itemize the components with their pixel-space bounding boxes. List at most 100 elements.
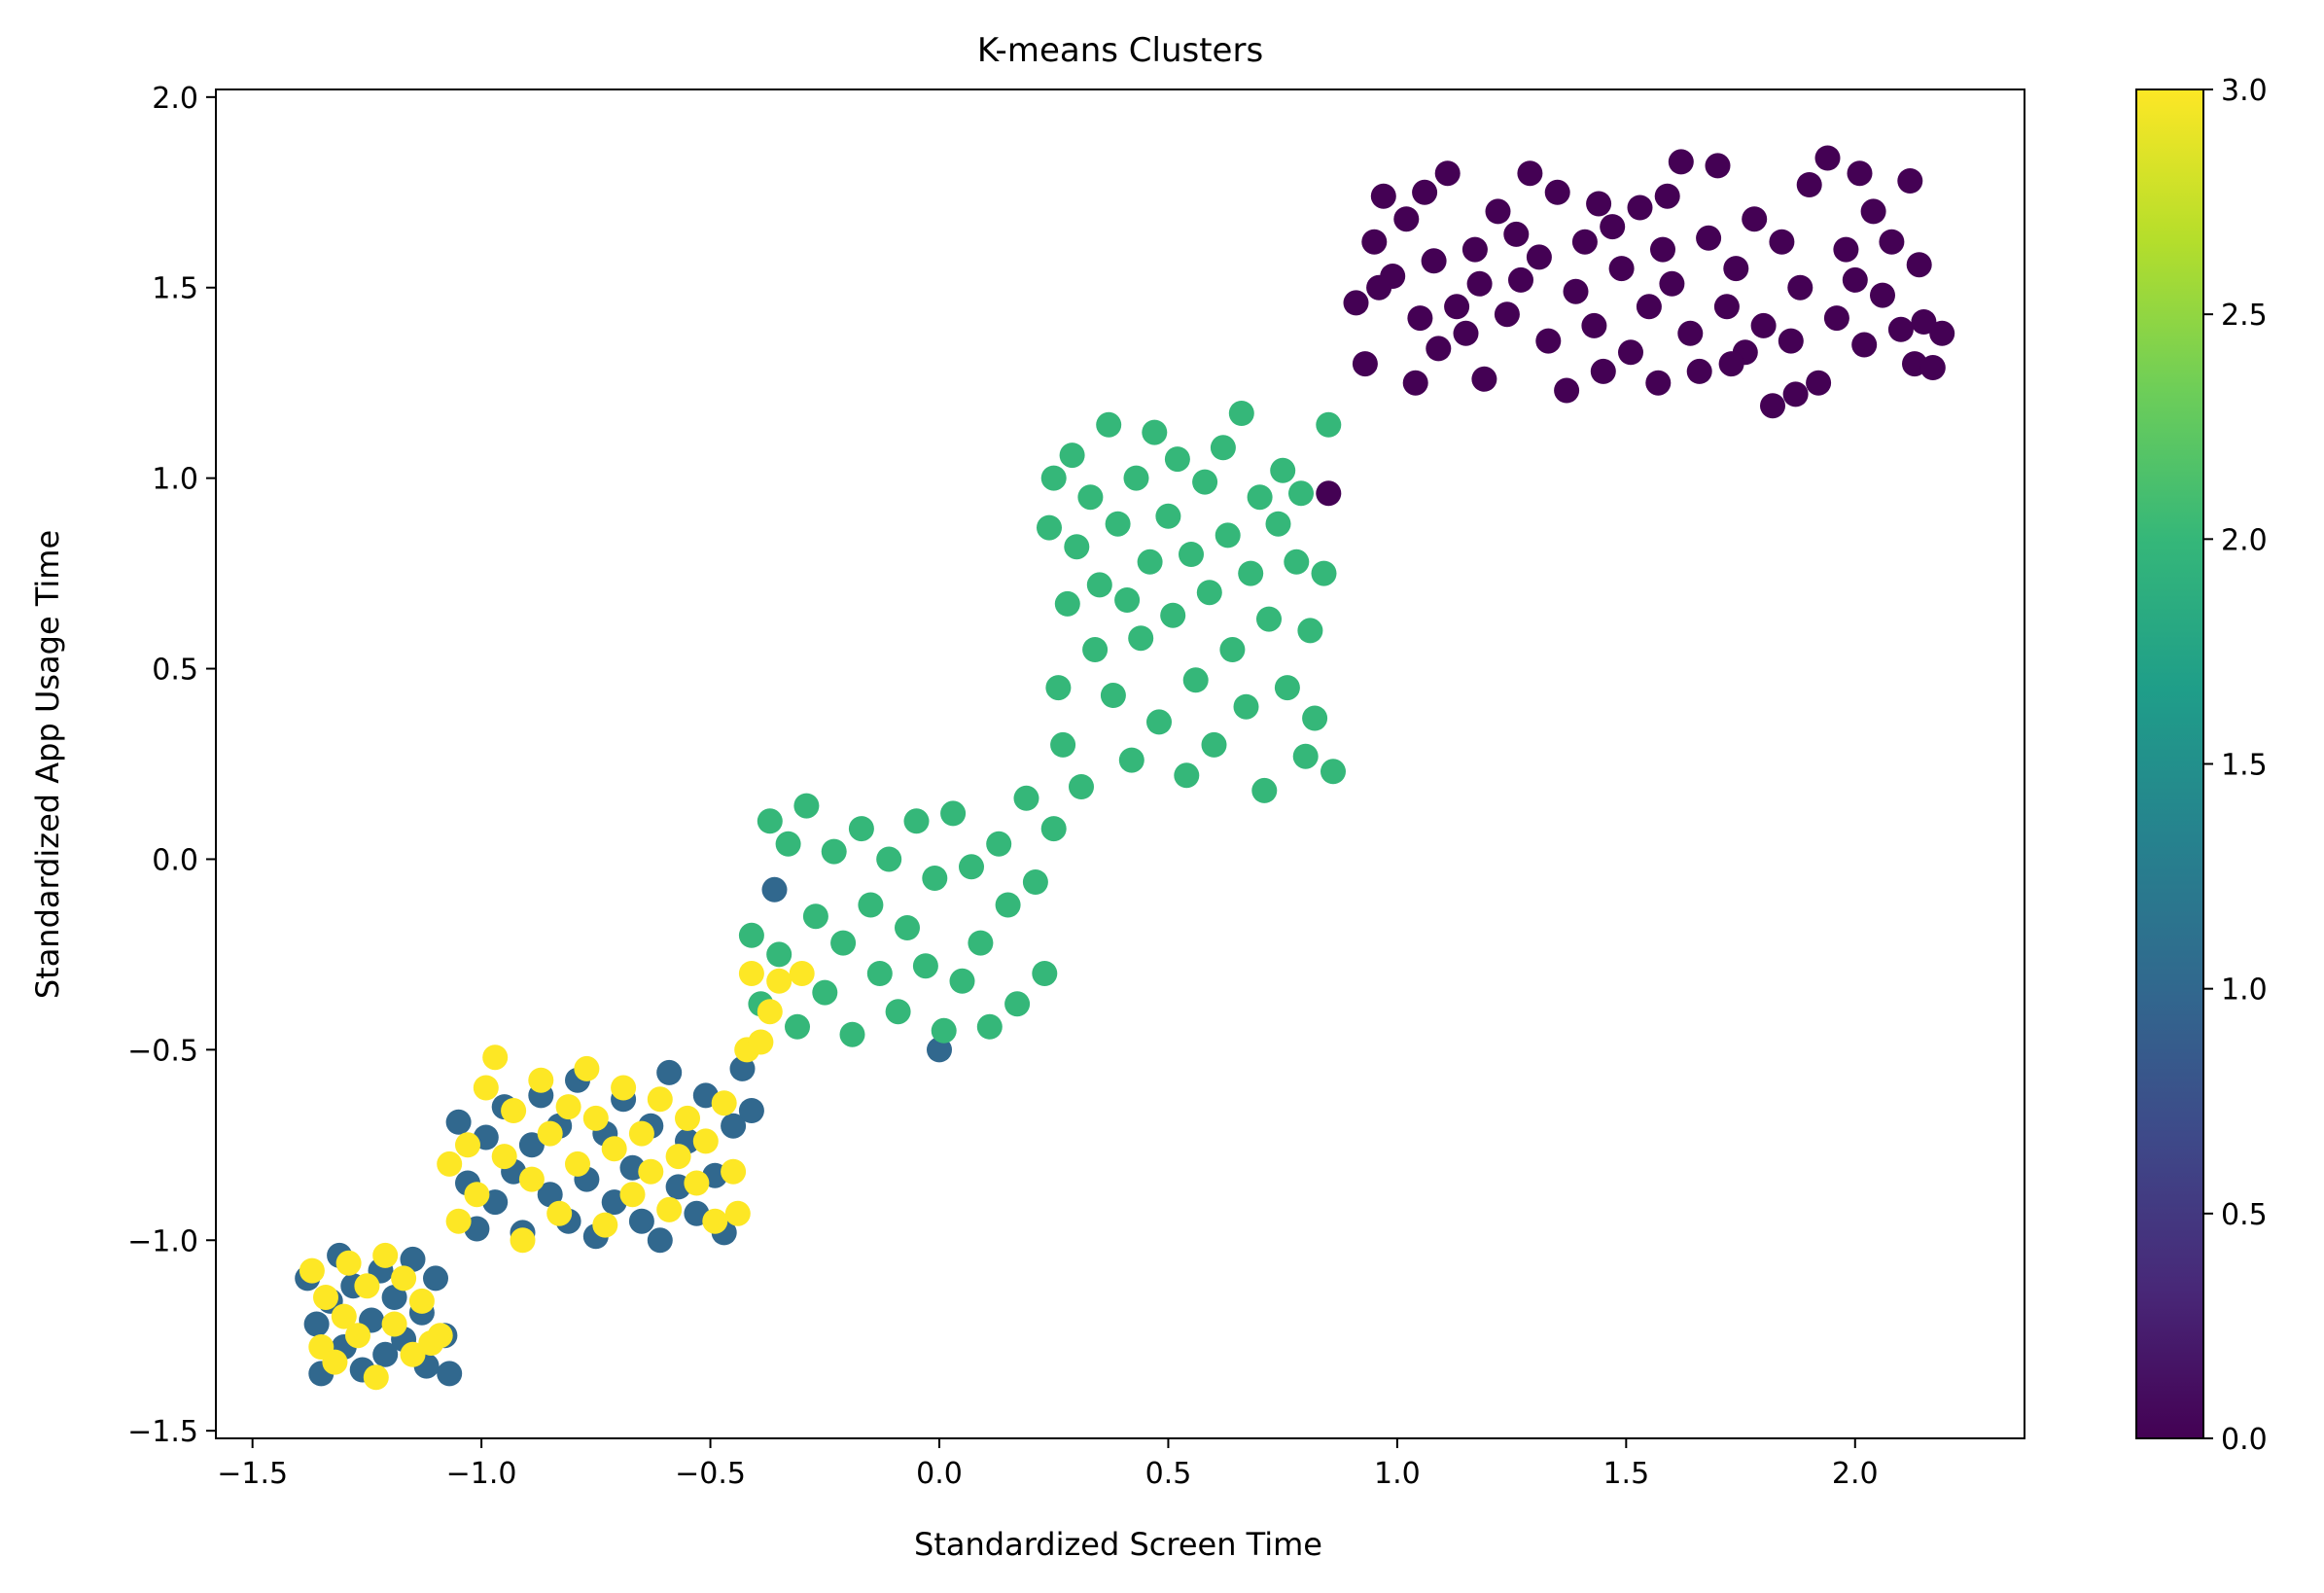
data-point-cluster-2	[766, 941, 792, 968]
data-point-cluster-3	[408, 1288, 435, 1314]
y-axis: −1.5 −1.0 −0.5 0.0 0.5 1.0 1.5 2.0	[127, 82, 216, 1449]
data-point-cluster-1	[656, 1059, 683, 1085]
data-point-cluster-2	[1302, 705, 1328, 731]
data-point-cluster-0	[1769, 229, 1795, 255]
data-point-cluster-0	[1668, 149, 1694, 175]
data-point-cluster-0	[1412, 179, 1438, 205]
data-point-cluster-0	[1911, 309, 1937, 335]
data-point-cluster-3	[647, 1086, 673, 1113]
data-point-cluster-0	[1823, 305, 1849, 332]
data-point-cluster-2	[785, 1013, 810, 1040]
data-point-cluster-2	[912, 953, 938, 979]
y-tick-label: −1.5	[127, 1415, 198, 1449]
data-point-cluster-3	[721, 1158, 747, 1185]
y-tick-label: −1.0	[127, 1224, 198, 1258]
data-point-cluster-0	[1686, 358, 1712, 384]
data-point-cluster-3	[757, 999, 783, 1025]
data-point-cluster-3	[611, 1075, 637, 1101]
data-point-cluster-0	[1718, 351, 1744, 377]
data-point-cluster-2	[1128, 625, 1154, 652]
data-point-cluster-0	[1494, 301, 1520, 328]
data-point-cluster-3	[565, 1150, 590, 1177]
data-point-cluster-2	[738, 922, 764, 948]
data-point-cluster-3	[528, 1067, 554, 1093]
data-point-cluster-2	[1215, 522, 1241, 549]
data-point-cluster-3	[656, 1196, 683, 1222]
data-point-cluster-0	[1860, 198, 1886, 225]
data-point-cluster-0	[1677, 320, 1704, 346]
y-tick-label: −0.5	[127, 1034, 198, 1068]
y-tick-label: 1.5	[152, 272, 198, 306]
data-point-cluster-1	[647, 1227, 673, 1254]
data-point-cluster-2	[1105, 511, 1131, 537]
data-point-cluster-2	[1022, 869, 1048, 895]
data-point-cluster-0	[1590, 358, 1616, 384]
y-tick-label: 1.0	[152, 463, 198, 497]
data-point-cluster-2	[968, 930, 994, 956]
plot-frame	[215, 88, 2025, 1439]
data-point-cluster-3	[675, 1105, 700, 1131]
data-point-cluster-2	[1274, 675, 1300, 701]
data-point-cluster-0	[1705, 153, 1731, 179]
data-point-cluster-0	[1636, 294, 1662, 320]
data-point-cluster-2	[1201, 731, 1227, 758]
data-point-cluster-3	[445, 1208, 472, 1234]
data-point-cluster-0	[1581, 312, 1607, 338]
colorbar-tick-label: 2.0	[2221, 523, 2268, 557]
x-axis: −1.5 −1.0 −0.5 0.0 0.5 1.0 1.5 2.0	[217, 1438, 1879, 1491]
y-tick-label: 0.5	[152, 654, 198, 688]
data-point-cluster-0	[1453, 320, 1479, 346]
data-point-cluster-0	[1778, 328, 1804, 354]
data-point-cluster-2	[1050, 731, 1076, 758]
data-point-cluster-2	[1219, 637, 1246, 662]
data-point-cluster-0	[1879, 229, 1905, 255]
colorbar-tick-label: 1.5	[2221, 749, 2268, 783]
y-axis-label: Standardized App Usage Time	[29, 530, 66, 999]
data-point-cluster-0	[1696, 225, 1722, 251]
data-point-cluster-0	[1645, 370, 1672, 396]
data-point-cluster-2	[1082, 637, 1109, 662]
data-point-cluster-2	[1174, 762, 1200, 789]
data-point-cluster-2	[1155, 503, 1181, 529]
data-point-cluster-2	[1265, 511, 1291, 537]
data-point-cluster-1	[927, 1037, 952, 1063]
data-point-cluster-0	[1654, 183, 1680, 209]
data-point-cluster-1	[738, 1098, 764, 1123]
data-point-cluster-3	[491, 1144, 517, 1170]
data-point-cluster-3	[601, 1136, 627, 1162]
data-point-cluster-0	[1517, 160, 1543, 187]
data-point-cluster-2	[1040, 465, 1067, 491]
data-point-cluster-2	[1146, 709, 1172, 735]
data-point-cluster-3	[345, 1323, 370, 1349]
data-point-cluster-1	[518, 1132, 545, 1158]
data-point-cluster-2	[1288, 480, 1314, 507]
data-point-cluster-0	[1407, 305, 1433, 332]
data-point-cluster-0	[1842, 266, 1868, 293]
data-point-cluster-3	[354, 1273, 380, 1299]
data-point-cluster-2	[1040, 816, 1067, 842]
data-point-cluster-2	[1069, 774, 1094, 799]
data-point-cluster-0	[1833, 236, 1859, 263]
data-point-cluster-3	[665, 1144, 691, 1170]
data-point-cluster-3	[684, 1170, 710, 1196]
data-point-cluster-2	[931, 1017, 957, 1044]
data-point-cluster-1	[761, 876, 788, 903]
data-point-cluster-2	[1210, 435, 1236, 461]
data-point-cluster-0	[1503, 221, 1530, 247]
data-point-cluster-2	[959, 854, 984, 880]
data-point-cluster-0	[1782, 381, 1809, 407]
data-point-cluster-2	[775, 831, 801, 857]
data-point-cluster-2	[940, 800, 967, 827]
data-point-cluster-3	[331, 1303, 357, 1329]
data-point-cluster-0	[1847, 160, 1873, 187]
data-point-cluster-3	[437, 1150, 463, 1177]
data-point-cluster-0	[1508, 266, 1533, 293]
colorbar-tick-label: 0.5	[2221, 1198, 2268, 1232]
x-tick-label: −0.5	[675, 1457, 746, 1491]
data-point-cluster-0	[1466, 270, 1493, 297]
x-axis-label: Standardized Screen Time	[914, 1526, 1322, 1563]
data-point-cluster-0	[1796, 172, 1822, 197]
data-point-cluster-0	[1919, 355, 1946, 380]
data-point-cluster-2	[885, 999, 911, 1025]
